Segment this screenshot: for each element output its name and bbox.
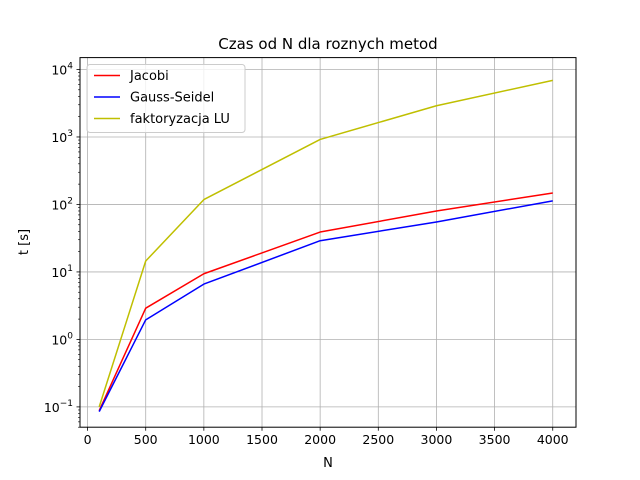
y-tick-label: 101 (51, 264, 73, 280)
x-tick-label: 2000 (304, 432, 336, 447)
y-tick-label: 103 (51, 129, 73, 145)
y-axis: 10−1 100 101 102 103 104 (44, 61, 80, 428)
legend-label-jacobi: Jacobi (129, 69, 169, 84)
x-axis-label: N (323, 456, 333, 471)
x-tick-label: 3000 (421, 432, 453, 447)
legend-box (86, 64, 246, 133)
x-axis: 0 500 1000 1500 2000 2500 3000 3500 4000 (84, 427, 569, 447)
legend: Jacobi Gauss-Seidel faktoryzacja LU (86, 64, 246, 133)
series-line-faktoryzacja-lu (98, 79, 553, 408)
x-tick-label: 3500 (479, 432, 511, 447)
y-tick-label: 104 (51, 61, 73, 77)
x-tick-label: 1000 (188, 432, 220, 447)
x-tick-label: 1500 (246, 432, 278, 447)
y-axis-label: t [s] (17, 229, 32, 255)
x-tick-label: 4000 (537, 432, 569, 447)
series-line-gauss-seidel (98, 200, 553, 412)
series-line-jacobi (98, 192, 553, 411)
legend-label-gauss-seidel: Gauss-Seidel (130, 91, 214, 106)
y-tick-label: 102 (51, 196, 73, 212)
y-tick-label: 10−1 (44, 399, 73, 415)
series-lines (98, 79, 553, 412)
x-tick-label: 0 (84, 432, 92, 447)
chart-title: Czas od N dla roznych metod (218, 35, 437, 53)
x-tick-label: 2500 (362, 432, 394, 447)
plot-frame (79, 57, 577, 428)
y-tick-label: 100 (51, 331, 73, 347)
legend-label-faktoryzacja-lu: faktoryzacja LU (130, 112, 230, 127)
x-tick-label: 500 (134, 432, 158, 447)
